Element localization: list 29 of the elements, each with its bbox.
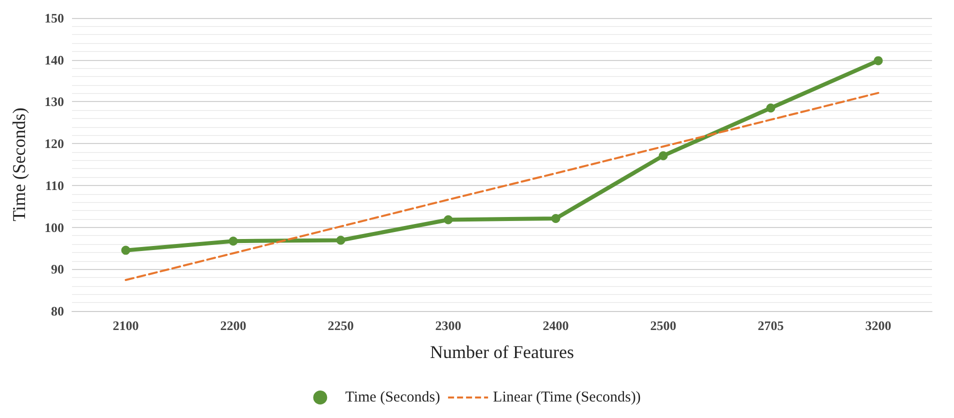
line-series: [124, 92, 880, 282]
point: [874, 56, 883, 66]
y-tick-label: 150: [44, 10, 64, 26]
x-tick-label: 3200: [865, 318, 892, 333]
x-tick-label: 2500: [650, 318, 676, 333]
x-tick-label: 2100: [112, 318, 139, 333]
point: [766, 103, 776, 112]
point: [336, 236, 346, 245]
x-tick-label: 2200: [220, 318, 246, 333]
y-axis-title: Time (Seconds): [9, 108, 29, 222]
legend-label: Time (Seconds): [345, 390, 440, 406]
y-tick-label: 80: [51, 304, 64, 318]
x-tick-label: 2400: [542, 318, 569, 333]
legend-label: Linear (Time (Seconds)): [493, 390, 641, 406]
y-tick-label: 90: [51, 262, 64, 277]
y-tick-label: 140: [44, 52, 64, 68]
point: [121, 246, 130, 255]
point: [551, 214, 560, 223]
x-tick-label: 2705: [758, 318, 784, 333]
y-tick-label: 110: [45, 178, 64, 193]
y-tick-label: 100: [44, 220, 64, 235]
x-tick-label: 2300: [435, 318, 462, 333]
point: [658, 151, 668, 160]
point: [444, 215, 453, 224]
x-axis-title: Number of Features: [430, 342, 574, 362]
point: [228, 236, 238, 246]
y-tick-label: 120: [44, 136, 64, 152]
y-tick-label: 130: [44, 94, 64, 110]
x-tick-label: 2250: [328, 318, 354, 333]
